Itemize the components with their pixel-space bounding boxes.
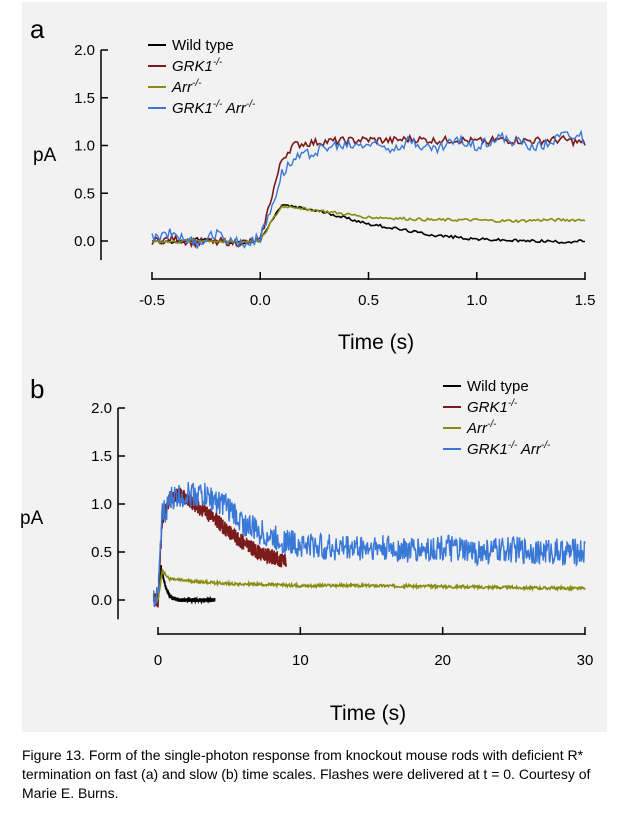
panel-a-x-label: Time (s)	[338, 331, 414, 354]
y-tick-label: 0.5	[91, 544, 112, 561]
series-line-3	[151, 129, 586, 249]
series-line-0	[153, 565, 216, 605]
series-line-2	[153, 568, 586, 603]
legend-label-1: GRK1-/-	[467, 398, 518, 416]
y-tick-label: 2.0	[74, 42, 95, 59]
series-line-2	[151, 205, 586, 244]
panel-letter-a: a	[30, 14, 45, 44]
x-tick-label: 1.5	[575, 292, 596, 309]
legend-label-3: GRK1-/- Arr-/-	[172, 99, 256, 117]
y-tick-label: 1.0	[74, 138, 95, 155]
chart-panel-a: 0.0 0.5 1.0 1.5 2.0 -0.5 0.0 0.5 1.0 1.5 Wild type…	[74, 37, 595, 309]
y-tick-label: 1.0	[91, 496, 112, 513]
x-tick-label: 10	[292, 652, 309, 669]
y-tick-label: 1.5	[74, 90, 95, 107]
panel-b-x-label: Time (s)	[330, 702, 406, 725]
y-tick-label: 2.0	[91, 400, 112, 417]
figure-canvas: a b pA Time (s) pA Time (s) 0.0 0.5 1.0 1.5…	[20, 14, 595, 725]
x-tick-label: 0	[154, 652, 162, 669]
legend-label-3: GRK1-/- Arr-/-	[467, 440, 551, 458]
figure-caption: Figure 13. Form of the single-photon res…	[22, 747, 591, 801]
y-tick-label: 0.5	[74, 185, 95, 202]
x-tick-label: 0.0	[250, 292, 271, 309]
legend-label-2: Arr-/-	[171, 78, 202, 96]
x-tick-label: -0.5	[139, 292, 165, 309]
chart-panel-b: 0.0 0.5 1.0 1.5 2.0 0 10 20 30 Wild type GRK1-/- Ar…	[91, 378, 593, 669]
legend-label-1: GRK1-/-	[172, 57, 223, 75]
figure-background	[22, 2, 607, 732]
panel-letter-b: b	[30, 374, 44, 404]
series-line-3	[153, 482, 586, 608]
y-tick-label: 0.0	[74, 233, 95, 250]
y-tick-label: 0.0	[91, 592, 112, 609]
x-tick-label: 1.0	[466, 292, 487, 309]
panel-a-y-label: pA	[33, 145, 57, 166]
legend-label-0: Wild type	[467, 378, 529, 395]
legend-label-2: Arr-/-	[466, 419, 497, 437]
x-tick-label: 0.5	[358, 292, 379, 309]
x-tick-label: 30	[577, 652, 594, 669]
panel-b-y-label: pA	[20, 508, 44, 529]
legend-label-0: Wild type	[172, 37, 234, 54]
y-tick-label: 1.5	[91, 448, 112, 465]
series-line-0	[151, 204, 586, 245]
x-tick-label: 20	[434, 652, 451, 669]
